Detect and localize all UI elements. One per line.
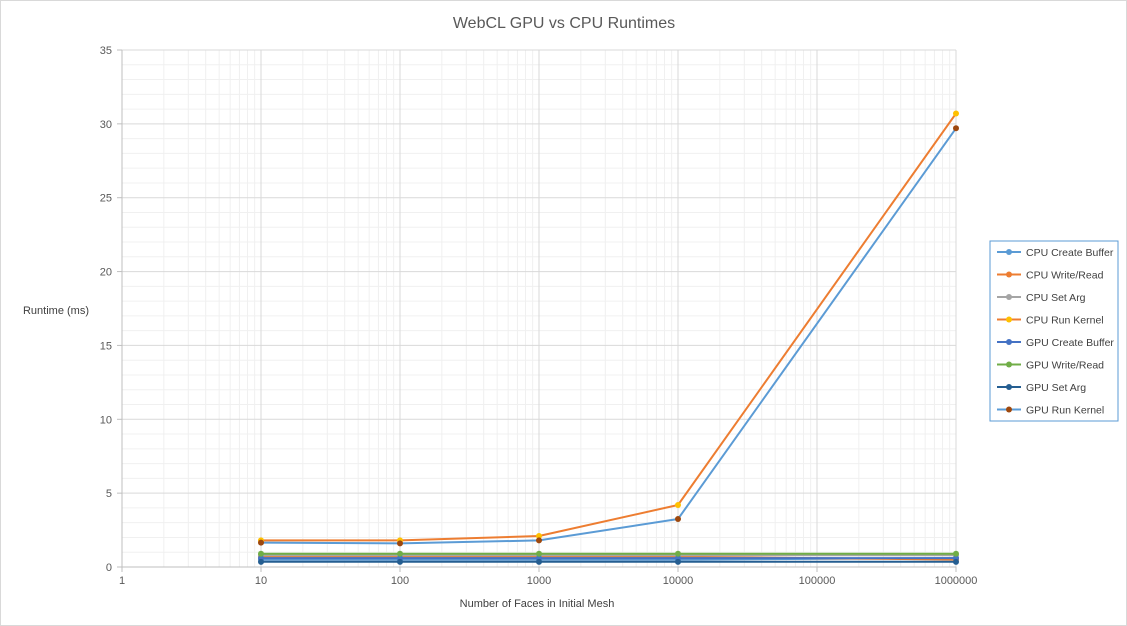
series-gpu-run-kernel — [258, 125, 959, 547]
legend-marker — [1006, 316, 1012, 323]
x-tick-label: 100000 — [799, 575, 836, 587]
data-point — [675, 558, 681, 565]
data-point — [397, 540, 403, 547]
legend-item: CPU Set Arg — [997, 292, 1086, 304]
legend-item: CPU Create Buffer — [997, 247, 1114, 259]
legend-label: GPU Create Buffer — [1026, 337, 1114, 349]
y-tick-label: 0 — [106, 562, 112, 574]
data-point — [258, 539, 264, 546]
data-point — [675, 501, 681, 508]
series — [258, 110, 959, 565]
x-tick-label: 1 — [119, 575, 125, 587]
y-tick-label: 5 — [106, 488, 112, 500]
data-point — [258, 550, 264, 557]
legend-marker — [1006, 339, 1012, 345]
gridlines — [121, 49, 957, 568]
data-point — [258, 558, 264, 565]
chart-title: WebCL GPU vs CPU Runtimes — [453, 15, 675, 32]
data-point — [675, 515, 681, 522]
legend-marker — [1006, 249, 1012, 255]
legend-item: CPU Run Kernel — [997, 315, 1104, 327]
legend-marker — [1006, 294, 1012, 300]
axes: 0 5 10 15 20 25 30 35 1 10 100 1000 10000 100000 10000… — [100, 45, 978, 587]
legend-item: GPU Create Buffer — [997, 337, 1114, 349]
legend-label: CPU Set Arg — [1026, 292, 1086, 304]
series-gpu-write-read — [258, 550, 959, 557]
y-tick-label: 35 — [100, 45, 112, 57]
data-point — [536, 550, 542, 557]
data-point — [953, 550, 959, 557]
legend-item: GPU Run Kernel — [997, 405, 1104, 417]
legend-marker — [1006, 406, 1012, 413]
legend-marker — [1006, 271, 1012, 278]
data-point — [536, 558, 542, 565]
legend-marker — [1006, 384, 1012, 390]
y-tick-label: 10 — [100, 414, 112, 426]
x-tick-label: 10 — [255, 575, 267, 587]
data-point — [953, 558, 959, 565]
data-point — [536, 532, 542, 539]
legend-label: CPU Write/Read — [1026, 270, 1104, 282]
series-gpu-set-arg — [258, 558, 959, 565]
data-point — [397, 550, 403, 557]
legend-marker — [1006, 361, 1012, 368]
series-line — [261, 112, 957, 542]
data-point — [675, 550, 681, 557]
legend-item: GPU Write/Read — [997, 360, 1104, 372]
y-tick-label: 20 — [100, 267, 112, 279]
data-point — [953, 110, 959, 117]
legend-label: GPU Set Arg — [1026, 382, 1086, 394]
legend-item: CPU Write/Read — [997, 270, 1104, 282]
x-tick-label: 100 — [391, 575, 409, 587]
x-tick-label: 1000000 — [935, 575, 978, 587]
data-point — [953, 125, 959, 132]
x-axis-label: Number of Faces in Initial Mesh — [460, 598, 615, 610]
legend-box — [989, 240, 1119, 422]
y-tick-label: 15 — [100, 340, 112, 352]
legend-label: CPU Run Kernel — [1026, 315, 1104, 327]
y-tick-label: 30 — [100, 119, 112, 131]
x-tick-label: 10000 — [663, 575, 694, 587]
y-axis-label: Runtime (ms) — [23, 305, 89, 317]
data-point — [536, 537, 542, 544]
legend-label: GPU Run Kernel — [1026, 405, 1104, 417]
series-line — [260, 127, 957, 545]
y-tick-label: 25 — [100, 193, 112, 205]
x-tick-label: 1000 — [527, 575, 551, 587]
legend: CPU Create Buffer CPU Write/Read CPU Set A… — [989, 240, 1119, 422]
legend-item: GPU Set Arg — [997, 382, 1086, 394]
legend-label: CPU Create Buffer — [1026, 247, 1114, 259]
data-point — [397, 558, 403, 565]
legend-label: GPU Write/Read — [1026, 360, 1104, 372]
